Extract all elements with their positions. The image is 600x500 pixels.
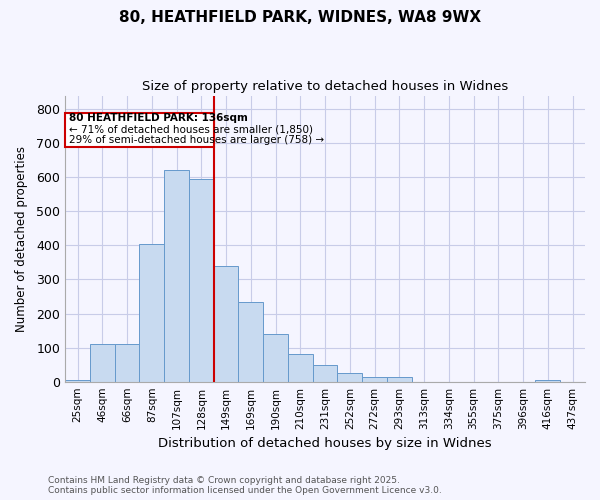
Text: 80, HEATHFIELD PARK, WIDNES, WA8 9WX: 80, HEATHFIELD PARK, WIDNES, WA8 9WX bbox=[119, 10, 481, 25]
Bar bbox=[214, 266, 238, 382]
Y-axis label: Number of detached properties: Number of detached properties bbox=[15, 146, 28, 332]
Title: Size of property relative to detached houses in Widnes: Size of property relative to detached ho… bbox=[142, 80, 508, 93]
X-axis label: Distribution of detached houses by size in Widnes: Distribution of detached houses by size … bbox=[158, 437, 492, 450]
Bar bbox=[238, 302, 263, 382]
Bar bbox=[65, 112, 214, 146]
Text: 29% of semi-detached houses are larger (758) →: 29% of semi-detached houses are larger (… bbox=[69, 135, 324, 145]
Bar bbox=[139, 244, 164, 382]
Bar bbox=[90, 344, 115, 382]
Bar bbox=[263, 334, 288, 382]
Bar bbox=[164, 170, 189, 382]
Bar bbox=[337, 373, 362, 382]
Text: ← 71% of detached houses are smaller (1,850): ← 71% of detached houses are smaller (1,… bbox=[69, 124, 313, 134]
Bar bbox=[65, 380, 90, 382]
Bar bbox=[387, 376, 412, 382]
Bar bbox=[313, 364, 337, 382]
Text: 80 HEATHFIELD PARK: 136sqm: 80 HEATHFIELD PARK: 136sqm bbox=[69, 114, 248, 124]
Bar bbox=[288, 354, 313, 382]
Bar bbox=[189, 179, 214, 382]
Text: Contains HM Land Registry data © Crown copyright and database right 2025.
Contai: Contains HM Land Registry data © Crown c… bbox=[48, 476, 442, 495]
Bar bbox=[535, 380, 560, 382]
Bar bbox=[115, 344, 139, 382]
Bar bbox=[362, 376, 387, 382]
